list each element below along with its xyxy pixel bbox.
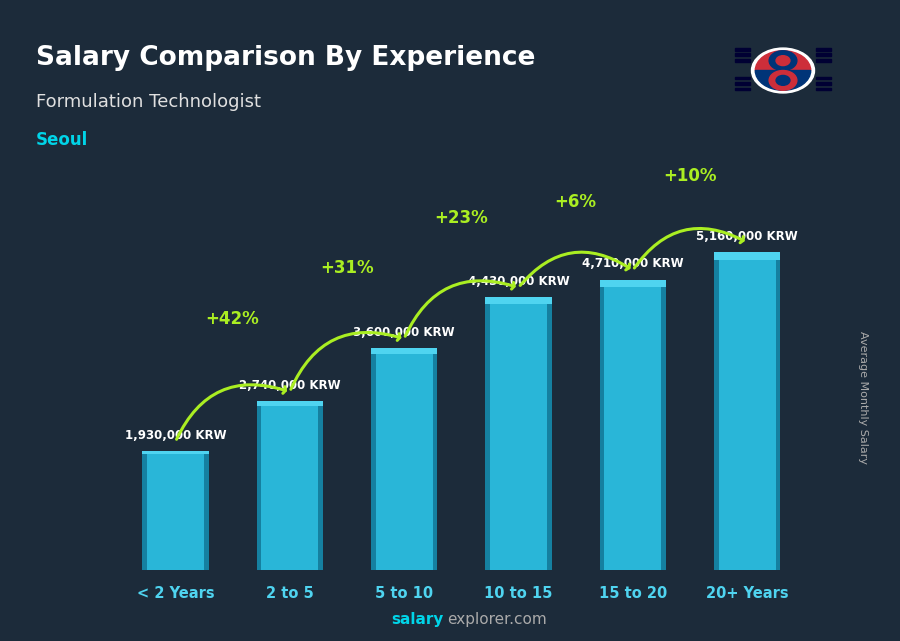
Circle shape (776, 76, 790, 85)
Bar (714, 252, 780, 260)
Bar (815, 53, 831, 56)
Bar (735, 53, 751, 56)
Wedge shape (755, 71, 811, 90)
Bar (599, 280, 666, 287)
Bar (256, 401, 323, 570)
Text: 3,600,000 KRW: 3,600,000 KRW (354, 326, 454, 339)
Bar (815, 82, 831, 85)
Bar (142, 451, 209, 570)
Circle shape (776, 56, 790, 65)
Bar (371, 348, 437, 354)
Bar (599, 280, 604, 570)
Text: 1,930,000 KRW: 1,930,000 KRW (124, 429, 226, 442)
Text: 5 to 10: 5 to 10 (375, 587, 433, 601)
Bar (256, 401, 261, 570)
Bar (547, 297, 552, 570)
Text: 2,740,000 KRW: 2,740,000 KRW (238, 379, 340, 392)
Bar (662, 280, 666, 570)
Text: 5,160,000 KRW: 5,160,000 KRW (697, 229, 798, 242)
Text: 15 to 20: 15 to 20 (598, 587, 667, 601)
Bar (485, 297, 552, 570)
Text: 4,710,000 KRW: 4,710,000 KRW (582, 257, 684, 271)
Text: +10%: +10% (663, 167, 716, 185)
Text: Seoul: Seoul (36, 131, 88, 149)
Bar (735, 77, 751, 79)
Circle shape (752, 48, 814, 93)
Text: +42%: +42% (206, 310, 259, 328)
Bar (319, 401, 323, 570)
Text: Average Monthly Salary: Average Monthly Salary (859, 331, 868, 464)
Bar (142, 451, 147, 570)
Bar (599, 280, 666, 570)
Text: 20+ Years: 20+ Years (706, 587, 788, 601)
Text: 2 to 5: 2 to 5 (266, 587, 313, 601)
Bar (815, 88, 831, 90)
Text: Formulation Technologist: Formulation Technologist (36, 93, 261, 111)
Bar (776, 252, 780, 570)
Bar (815, 59, 831, 62)
Bar (735, 59, 751, 62)
Bar (485, 297, 552, 304)
Text: Salary Comparison By Experience: Salary Comparison By Experience (36, 45, 536, 71)
Bar (735, 48, 751, 51)
Text: 10 to 15: 10 to 15 (484, 587, 553, 601)
Circle shape (770, 71, 796, 90)
Text: < 2 Years: < 2 Years (137, 587, 214, 601)
Text: 4,430,000 KRW: 4,430,000 KRW (467, 274, 570, 288)
Bar (142, 451, 209, 454)
Wedge shape (755, 51, 811, 71)
Bar (256, 401, 323, 406)
Bar (433, 348, 437, 570)
Text: +6%: +6% (554, 194, 597, 212)
Text: +31%: +31% (320, 259, 374, 277)
Bar (815, 77, 831, 79)
Bar (735, 88, 751, 90)
Text: +23%: +23% (435, 209, 488, 227)
Bar (204, 451, 209, 570)
Bar (485, 297, 490, 570)
Bar (714, 252, 718, 570)
Text: explorer.com: explorer.com (447, 612, 547, 627)
Bar (735, 82, 751, 85)
Bar (815, 48, 831, 51)
Text: salary: salary (392, 612, 444, 627)
Bar (714, 252, 780, 570)
Bar (371, 348, 375, 570)
Circle shape (770, 51, 796, 71)
Bar (371, 348, 437, 570)
